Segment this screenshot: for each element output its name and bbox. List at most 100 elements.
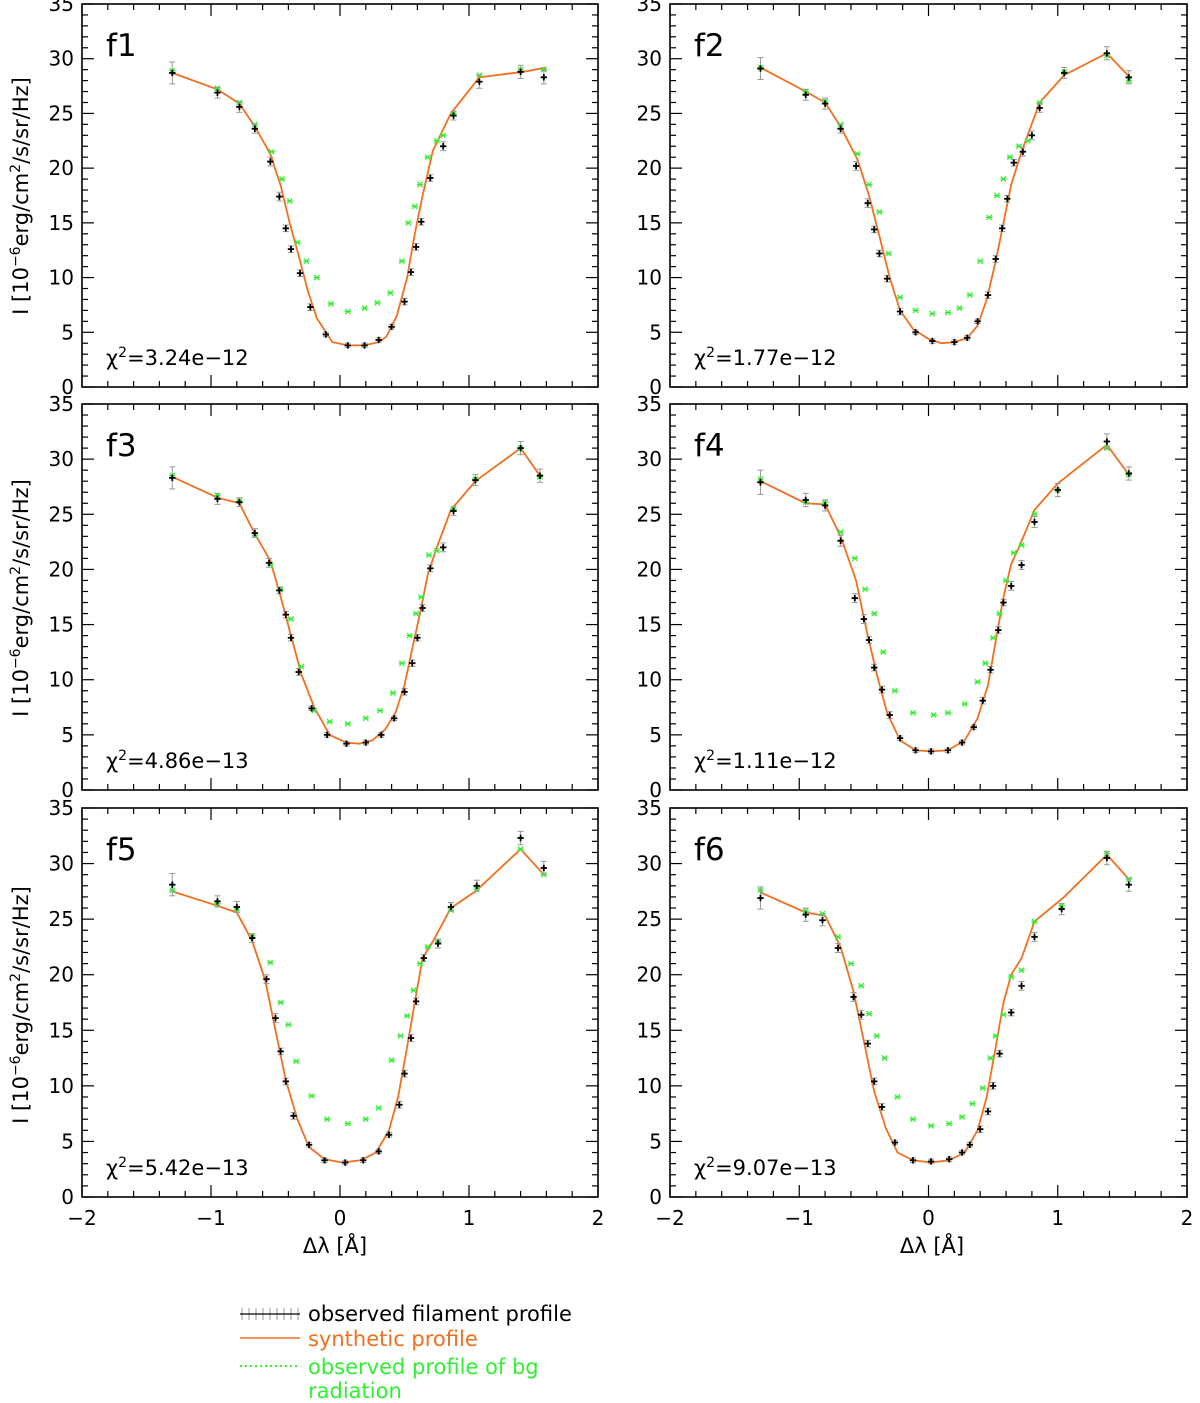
bg-radiation-point: [974, 678, 981, 685]
bg-radiation-point: [1018, 967, 1025, 974]
observed-point: [970, 723, 977, 731]
y-tick-label: 10: [637, 1074, 662, 1098]
observed-point: [214, 89, 221, 96]
y-tick-label: 5: [61, 723, 74, 747]
observed-point: [1000, 599, 1007, 606]
bg-radiation-point: [858, 982, 865, 989]
observed-point: [472, 476, 479, 484]
bg-radiation-point: [837, 528, 844, 535]
bg-radiation-point: [1000, 1011, 1007, 1018]
observed-point: [427, 174, 434, 182]
observed-point: [251, 125, 259, 132]
observed-point: [295, 668, 302, 676]
bg-radiation-point: [834, 933, 842, 940]
observed-point: [1058, 905, 1065, 913]
bg-radiation-point: [927, 1122, 935, 1129]
y-tick-label: 35: [49, 796, 74, 820]
observed-point: [929, 337, 936, 345]
synthetic-profile-line: [760, 443, 1130, 753]
chi-square-label: χ2=5.42e−13: [106, 1155, 249, 1180]
bg-radiation-point: [376, 707, 384, 714]
observed-point: [757, 894, 764, 902]
panel-f3: 0 5 10 15 20 25 30 35 f3 χ2=4.86e−13: [49, 392, 599, 802]
observed-point: [236, 103, 243, 111]
y-tick-label: 10: [49, 668, 74, 692]
y-tick-label: 30: [637, 447, 662, 471]
panel-f6: 0 5 10 15 20 25 30 35 −2 −1 0 1 2 f6 χ2=9.07e−13: [637, 796, 1194, 1230]
y-tick-label: 30: [49, 447, 74, 471]
y-tick-label: 35: [637, 796, 662, 820]
observed-point: [236, 498, 243, 506]
y-tick-label: 20: [49, 963, 74, 987]
observed-point: [420, 954, 428, 962]
y-tick-label: 5: [61, 320, 74, 344]
observed-point: [375, 336, 382, 344]
observed-point: [851, 594, 859, 602]
chi-square-label: χ2=4.86e−13: [106, 748, 249, 773]
observed-point: [282, 225, 290, 232]
bg-radiation-point: [969, 1100, 976, 1107]
observed-point: [992, 255, 999, 263]
observed-point: [871, 1078, 878, 1085]
bg-radiation-point: [374, 299, 381, 306]
observed-point: [401, 688, 408, 696]
x-tick-label: −2: [655, 1206, 684, 1230]
bg-radiation-point: [287, 616, 295, 623]
observed-point: [361, 342, 368, 349]
bg-radiation-point: [517, 846, 524, 853]
observed-point: [447, 903, 455, 911]
observed-point: [412, 998, 420, 1005]
observed-point: [308, 705, 315, 712]
bg-radiation-point: [946, 1120, 953, 1127]
observed-point: [169, 474, 176, 482]
observed-point: [276, 193, 283, 200]
observed-point: [307, 303, 314, 311]
bg-radiation-point: [851, 555, 858, 562]
observed-point: [1103, 50, 1111, 57]
observed-point: [296, 269, 304, 277]
bg-radiation-point: [885, 250, 892, 257]
observed-point: [412, 243, 420, 251]
observed-point: [819, 917, 826, 924]
observed-point: [473, 882, 480, 889]
panel-f5: 0 5 10 15 20 25 30 35 −2 −1 0 1 2 f5 χ2=5.42e−13: [49, 796, 605, 1230]
observed-point: [476, 78, 483, 85]
observed-point: [272, 1014, 279, 1022]
observed-point: [984, 291, 992, 299]
svg-text:I [10−6erg/cm2/s/sr/Hz]: I [10−6erg/cm2/s/sr/Hz]: [8, 77, 33, 315]
plot-frame: [669, 3, 1188, 388]
y-tick-label: 20: [637, 156, 662, 180]
observed-point: [1008, 1009, 1015, 1016]
y-axis-label-row2: I [10−6erg/cm2/s/sr/Hz]: [8, 479, 33, 717]
observed-point: [1031, 933, 1038, 941]
observed-point: [277, 1048, 284, 1055]
bg-radiation-point: [993, 192, 1001, 199]
observed-point: [390, 715, 398, 722]
y-axis-label-row1: I [10−6erg/cm2/s/sr/Hz]: [8, 77, 33, 315]
bg-radiation-point: [819, 910, 826, 917]
y-tick-label: 30: [637, 47, 662, 71]
observed-point: [517, 834, 524, 842]
bg-radiation-point: [361, 305, 368, 312]
observed-point: [378, 731, 385, 739]
bg-radiation-point: [865, 181, 873, 188]
chi-square-label: χ2=9.07e−13: [694, 1155, 837, 1180]
observed-point: [1125, 74, 1133, 81]
bg-radiation-point: [929, 310, 936, 317]
observed-point: [1125, 470, 1133, 477]
bg-radiation-point: [286, 197, 293, 204]
y-tick-label: 25: [637, 101, 662, 125]
observed-point: [1036, 104, 1043, 112]
observed-point: [871, 664, 878, 671]
panel-label: f6: [694, 832, 725, 868]
bg-radiation-point: [433, 137, 440, 144]
bg-radiation-point: [397, 1032, 404, 1039]
bg-radiation-point: [990, 634, 997, 641]
observed-point: [305, 1141, 313, 1148]
bg-radiation-point: [961, 700, 968, 708]
bg-radiation-point: [323, 1116, 331, 1123]
observed-point: [341, 1159, 349, 1166]
bg-radiation-point: [876, 208, 883, 215]
synthetic-profile-line: [171, 446, 541, 745]
